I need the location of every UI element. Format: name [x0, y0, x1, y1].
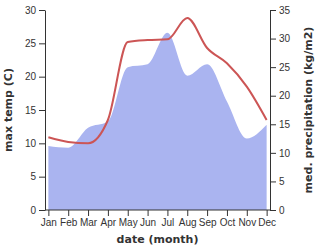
tick: 10: [270, 148, 291, 159]
tick-mark: [270, 67, 276, 68]
tick-label: Jun: [140, 217, 156, 228]
temperature-line: [48, 18, 266, 143]
axis-line: [45, 210, 270, 211]
tick: Dec: [258, 210, 276, 228]
tick-label: 10: [279, 148, 291, 159]
tick: Oct: [220, 210, 236, 228]
tick: 30: [25, 5, 45, 16]
tick-mark: [227, 210, 228, 216]
tick-mark: [108, 210, 109, 216]
tick-mark: [187, 210, 188, 216]
tick-mark: [207, 210, 208, 216]
tick-label: 30: [279, 33, 291, 44]
tick-label: Oct: [220, 217, 236, 228]
x-axis: JanFebMarAprMayJun Jul AugSepOctNovDec: [41, 210, 276, 228]
tick-mark: [270, 124, 276, 125]
axis-line: [45, 11, 46, 211]
tick-mark: [270, 210, 276, 211]
tick-label: Apr: [101, 217, 117, 228]
x-axis-title: date (month): [117, 233, 199, 246]
tick-mark: [88, 210, 89, 216]
tick-label: 0: [279, 205, 285, 216]
tick-label: Jan: [41, 217, 57, 228]
tick-label: 25: [279, 62, 291, 73]
tick-label: Feb: [60, 217, 78, 228]
tick: 5: [270, 176, 285, 187]
tick-mark: [39, 110, 45, 111]
tick-mark: [148, 210, 149, 216]
tick: 5: [30, 171, 45, 182]
tick-mark: [270, 153, 276, 154]
tick-mark: [39, 177, 45, 178]
tick: 35: [270, 5, 291, 16]
tick-mark: [39, 43, 45, 44]
tick: 20: [25, 71, 45, 82]
tick: 10: [25, 138, 45, 149]
tick-label: 15: [25, 105, 37, 116]
tick-label: 20: [25, 71, 37, 82]
chart: JanFebMarAprMayJunJulAugSepOctNovDec0510…: [0, 0, 318, 247]
tick-mark: [128, 210, 129, 216]
axis-line: [270, 11, 271, 211]
tick-label: Nov: [238, 217, 256, 228]
tick-label: 15: [279, 119, 291, 130]
tick-mark: [270, 10, 276, 11]
tick: 0: [270, 205, 285, 216]
tick-label: 30: [25, 5, 37, 16]
plot-area: [48, 18, 266, 210]
tick-mark: [167, 210, 168, 216]
tick-label: 25: [25, 38, 37, 49]
tick-label: Mar: [80, 217, 98, 228]
y-axis-title: max temp (C): [2, 68, 15, 152]
tick: Aug: [179, 210, 197, 228]
tick-label: Jul: [162, 217, 175, 228]
tick: 15: [270, 119, 291, 130]
tick-mark: [39, 210, 45, 211]
tick-mark: [247, 210, 248, 216]
y-axis: 0 5 10 15 20 25 30: [25, 5, 46, 216]
tick: 15: [25, 105, 45, 116]
tick: 0: [30, 205, 45, 216]
tick-label: May: [119, 217, 138, 228]
tick-label: 20: [279, 90, 291, 101]
tick-label: Dec: [258, 217, 276, 228]
tick: 25: [25, 38, 45, 49]
tick-label: 10: [25, 138, 37, 149]
tick: Mar: [80, 210, 98, 228]
tick-mark: [39, 10, 45, 11]
tick-label: 35: [279, 5, 291, 16]
tick-mark: [270, 39, 276, 40]
tick-mark: [48, 210, 49, 216]
tick-mark: [270, 181, 276, 182]
tick-mark: [39, 77, 45, 78]
tick: Jul: [162, 210, 175, 228]
tick: Jan: [41, 210, 57, 228]
tick-label: 5: [279, 176, 285, 187]
tick: Jun: [140, 210, 156, 228]
tick: 20: [270, 90, 291, 101]
tick: Apr: [101, 210, 117, 228]
tick-label: 0: [30, 205, 36, 216]
tick-label: Aug: [179, 217, 197, 228]
tick-label: Sep: [199, 217, 217, 228]
tick-mark: [270, 96, 276, 97]
tick: 30: [270, 33, 291, 44]
tick: Nov: [238, 210, 256, 228]
tick: Feb: [60, 210, 78, 228]
tick-label: 5: [30, 171, 36, 182]
tick-mark: [68, 210, 69, 216]
tick-mark: [267, 210, 268, 216]
tick: Sep: [199, 210, 217, 228]
tick-mark: [39, 143, 45, 144]
tick: May: [119, 210, 138, 228]
tick: 25: [270, 62, 291, 73]
y2-axis: 0 5 10 15 20 25 30 35: [270, 5, 291, 216]
precipitation-area: [48, 33, 266, 210]
y2-axis-title: med. precipitation (kg/m2): [302, 27, 315, 194]
